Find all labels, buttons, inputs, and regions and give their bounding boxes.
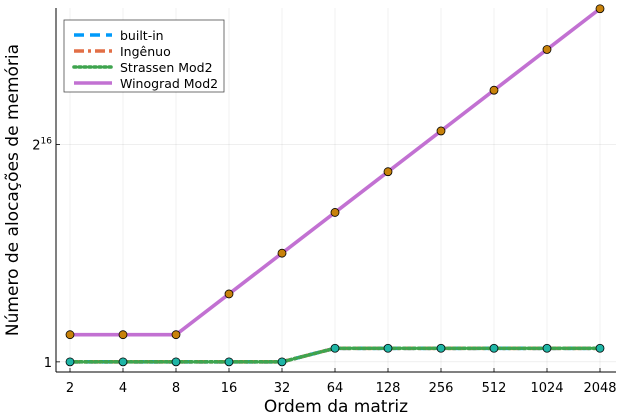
data-point [277, 357, 287, 367]
data-point [542, 45, 552, 54]
data-point [277, 248, 287, 258]
x-tick-label: 16 [221, 381, 238, 396]
data-point [595, 343, 605, 353]
tick-labels: 2 4 8 16 32 64 128 256 512 1024 2048 1 216 [32, 137, 616, 396]
x-tick-label: 4 [119, 381, 127, 396]
data-point [171, 330, 181, 340]
axes [55, 8, 616, 373]
legend-label: Winograd Mod2 [120, 76, 218, 91]
data-point [436, 126, 446, 136]
x-tick-label: 8 [172, 381, 180, 396]
x-tick-label: 2 [66, 381, 74, 396]
data-point [118, 357, 128, 367]
x-axis-label: Ordem da matriz [264, 397, 408, 416]
y-axis-label: Número de alocações de memória [3, 44, 23, 336]
x-tick-label: 32 [274, 381, 291, 396]
legend-label: Ingênuo [120, 44, 171, 59]
data-point [171, 357, 181, 367]
data-point [224, 289, 234, 299]
data-point [436, 343, 446, 353]
data-point [65, 330, 75, 340]
data-point [489, 85, 499, 95]
data-markers [65, 4, 605, 367]
x-tick-label: 2048 [583, 381, 616, 396]
legend-label: Strassen Mod2 [120, 60, 213, 75]
data-point [489, 343, 499, 353]
data-point [224, 357, 234, 367]
y-tick-label: 1 [44, 356, 52, 371]
data-point [383, 167, 393, 177]
data-point [383, 343, 393, 353]
legend-label: built-in [120, 28, 164, 43]
x-tick-label: 128 [376, 381, 401, 396]
data-point [330, 343, 340, 353]
x-tick-label: 64 [327, 381, 344, 396]
x-tick-label: 256 [429, 381, 454, 396]
legend-box [63, 19, 225, 93]
x-tick-label: 512 [482, 381, 507, 396]
data-point [118, 330, 128, 340]
data-point [65, 357, 75, 367]
data-point [542, 343, 552, 353]
x-tick-label: 1024 [530, 381, 563, 396]
y-tick-label: 216 [32, 137, 52, 154]
data-point [330, 208, 340, 217]
data-point [595, 4, 605, 14]
